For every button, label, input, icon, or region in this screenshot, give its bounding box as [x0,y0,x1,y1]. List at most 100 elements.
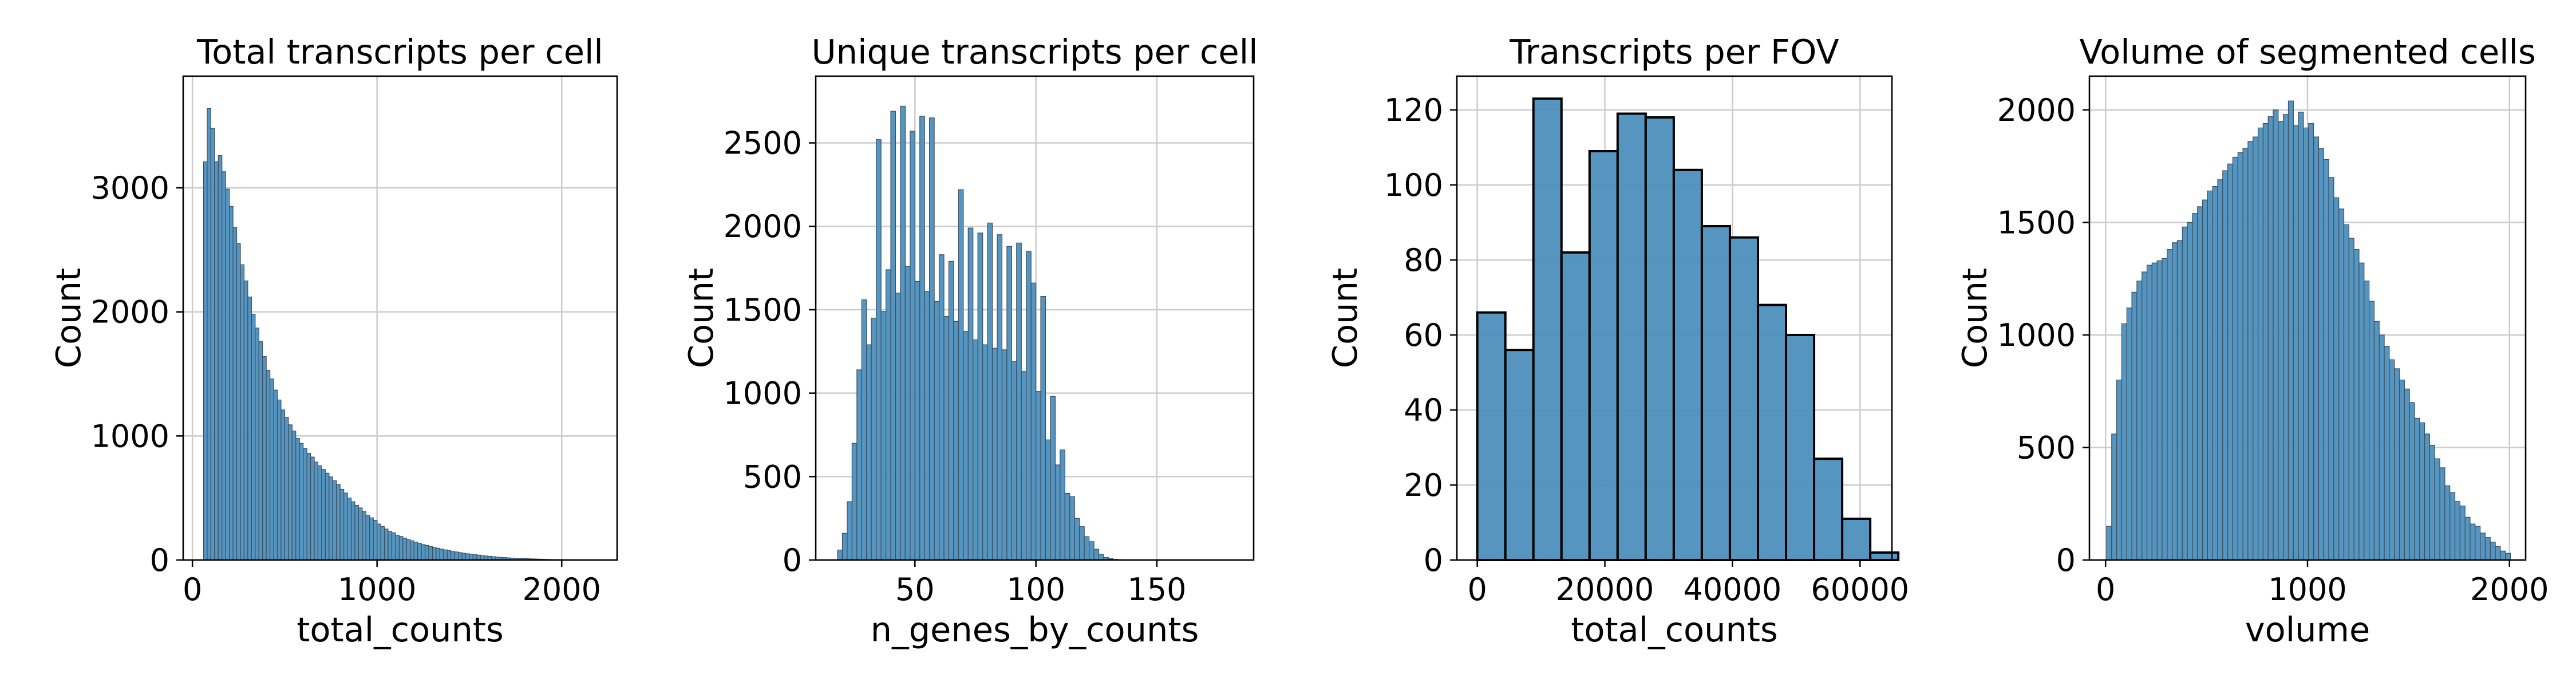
histogram-bar [871,318,876,561]
histogram-bar [377,524,381,560]
histogram-bar [2268,117,2273,560]
histogram-bar [410,541,414,560]
histogram-bar [344,493,347,560]
histogram-bar [1099,554,1104,560]
histogram-bar [1870,553,1898,560]
histogram-bar [1590,151,1618,560]
histogram-bar [2228,164,2233,560]
histogram-bar [285,417,288,560]
histogram-bar [954,321,958,560]
histogram-bar [2283,115,2289,560]
histogram-bar [2107,526,2112,560]
histogram-bar [237,244,240,561]
histogram-bar [325,473,329,560]
histogram-bar [425,545,429,560]
y-tick-label: 1500 [724,292,802,328]
histogram-bar [2409,403,2415,560]
x-tick-label: 150 [1127,571,1186,608]
histogram-bar [226,189,229,560]
histogram-bar [993,348,997,560]
histogram-bar [2389,360,2395,560]
y-tick-label: 0 [783,542,802,578]
histogram-bar [2152,263,2157,560]
histogram-bar [2364,281,2369,560]
histogram-bar [2344,224,2349,560]
bar-group [203,108,598,560]
histogram-bar [987,223,992,560]
histogram-bar [915,281,919,560]
histogram-bar [207,108,211,560]
y-tick-label: 3000 [91,170,169,206]
histogram-bar [881,312,886,560]
histogram-bar [1007,246,1012,560]
histogram-bar [2440,468,2445,560]
histogram-bar [2415,418,2420,560]
histogram-bar [2187,222,2192,560]
histogram-bar [2495,546,2500,560]
histogram-bar [2218,180,2223,560]
histogram-bar [1031,283,1036,560]
histogram-bar [2309,124,2314,560]
y-tick-label: 500 [2017,429,2076,466]
y-tick-label: 1000 [91,418,169,454]
histogram-bar [2258,128,2263,560]
histogram-bar [2374,321,2379,560]
histogram-bar [440,549,443,560]
y-axis-label: Count [1325,268,1365,368]
histogram-bar [1074,518,1079,560]
histogram-bar [2167,250,2172,560]
histogram-bar [289,425,292,560]
histogram-bar [266,370,270,561]
x-axis-label: n_genes_by_counts [871,610,1199,649]
histogram-bar [385,529,388,560]
histogram-bar [355,506,358,560]
histogram-bar [311,457,314,560]
histogram-bar [973,340,978,560]
y-tick-label: 2000 [91,294,169,330]
histogram-bar [2379,335,2384,560]
y-tick-label: 120 [1384,92,1443,128]
histogram-bar [2238,153,2243,560]
histogram-bar [469,554,473,560]
histogram-bar [2207,191,2212,560]
histogram-bar [451,551,455,560]
histogram-bar [934,301,939,560]
histogram-bar [2318,148,2324,560]
histogram-bar [2329,178,2334,560]
y-tick-label: 1000 [724,376,802,412]
x-axis-label: total_counts [1571,610,1778,649]
histogram-bar [2233,157,2238,560]
histogram-bar [1026,251,1031,560]
histogram-bar [1002,350,1006,560]
histogram-bar [2273,110,2278,560]
histogram-bar [211,128,214,560]
histogram-bar [2121,324,2127,560]
histogram-bar [857,370,862,560]
histogram-bar [895,293,900,560]
histogram-bar [2359,263,2364,560]
histogram-bar [473,555,476,560]
x-tick-label: 1000 [338,571,416,608]
histogram-bar [1046,440,1050,560]
histogram-bar [329,477,333,560]
histogram-bar [455,552,458,560]
histogram-bar [1017,243,1021,560]
histogram-bar [886,270,891,560]
histogram-bar [1477,313,1506,560]
histogram-bar [862,299,866,560]
histogram-bar [362,512,366,561]
histogram-bar [1534,98,1562,560]
histogram-bar [2127,308,2132,560]
histogram-bar [2147,265,2152,560]
histogram-bar [414,542,417,560]
histogram-bar [997,235,1002,560]
histogram-bar [429,546,432,560]
histogram-bar [1674,170,1702,560]
histogram-bar [244,281,247,561]
histogram-bar [2263,124,2268,560]
histogram-bar [203,162,207,561]
histogram-bar [2470,524,2475,560]
